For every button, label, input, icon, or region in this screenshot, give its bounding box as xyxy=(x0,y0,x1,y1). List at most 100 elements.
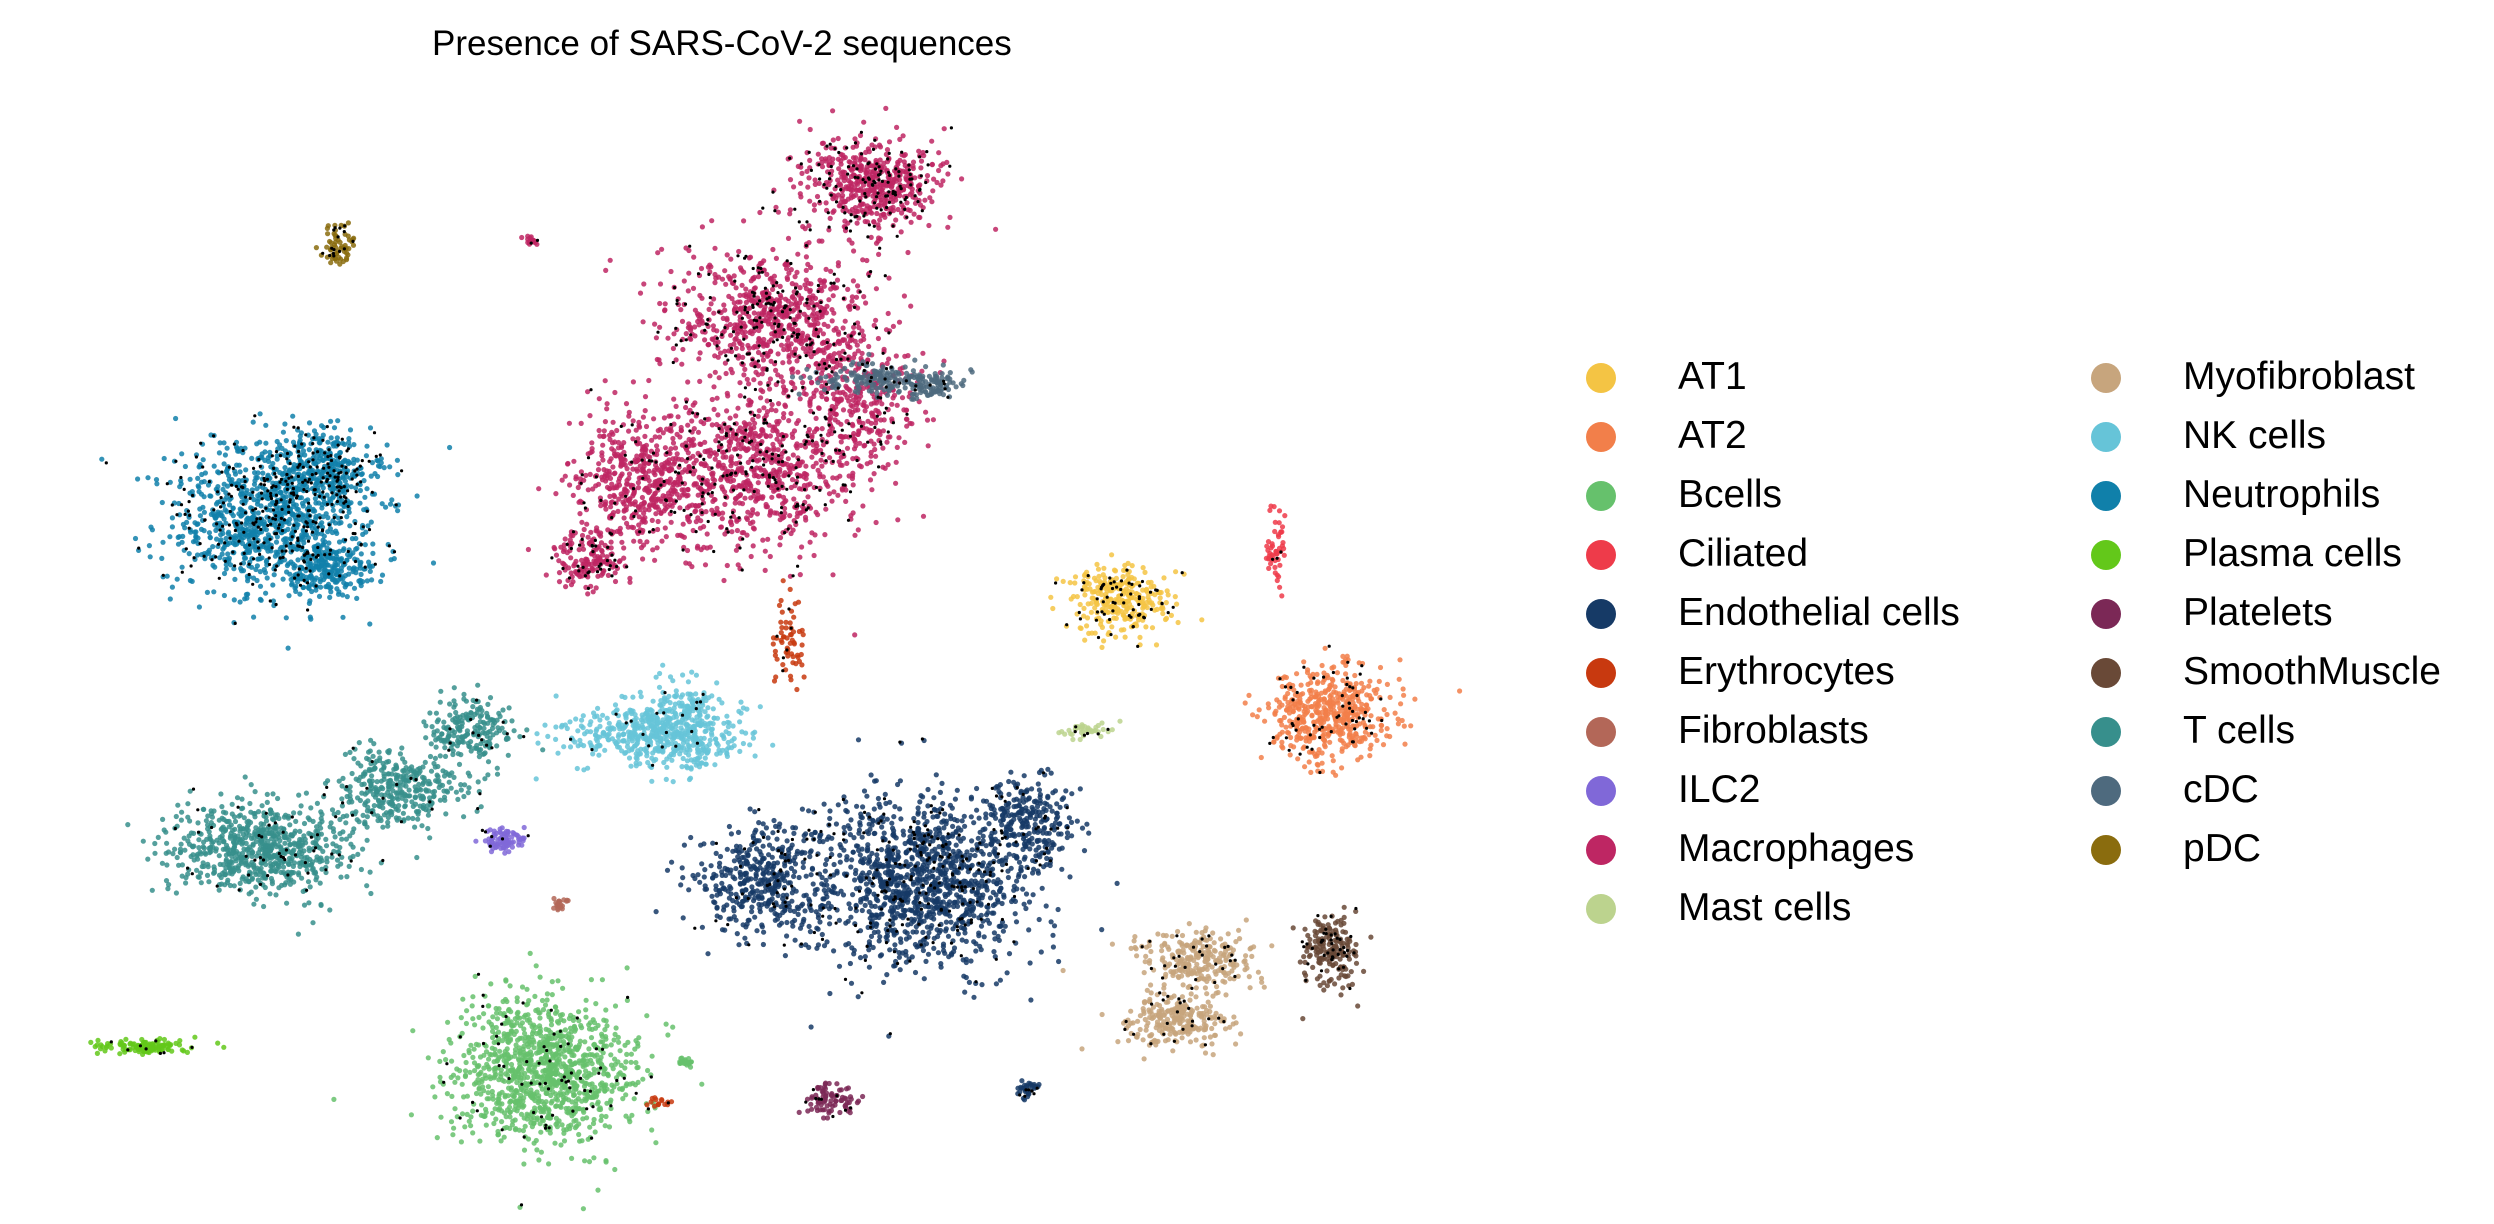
cell-point xyxy=(839,486,845,492)
cell-point xyxy=(782,505,788,512)
cell-point xyxy=(326,540,332,546)
cell-point xyxy=(775,318,781,324)
cell-point xyxy=(636,514,642,520)
cell-point xyxy=(830,293,836,299)
cell-point xyxy=(788,301,795,307)
cell-point xyxy=(861,167,868,173)
cell-point xyxy=(664,504,671,510)
cell-point xyxy=(749,430,755,436)
cell-point xyxy=(896,371,902,377)
cell-point xyxy=(609,481,615,487)
cell-point xyxy=(750,543,756,549)
cell-point xyxy=(809,300,815,306)
cell-point xyxy=(242,555,249,561)
cell-point xyxy=(179,539,185,545)
cell-point xyxy=(890,323,897,329)
cell-point xyxy=(808,408,814,414)
cell-point xyxy=(807,126,813,133)
cell-point xyxy=(583,472,589,478)
cell-point xyxy=(755,441,761,447)
cell-point xyxy=(641,542,647,548)
cell-point xyxy=(756,408,762,414)
cell-point xyxy=(849,337,855,343)
cell-point xyxy=(534,241,540,247)
cell-point xyxy=(788,410,794,417)
cell-point xyxy=(645,474,651,480)
cell-point xyxy=(658,477,664,483)
cell-point xyxy=(861,182,867,188)
cell-point xyxy=(785,456,791,462)
cell-point xyxy=(340,474,346,480)
cell-point xyxy=(608,500,614,506)
cell-point xyxy=(334,435,340,441)
cell-point xyxy=(743,447,750,454)
cell-point xyxy=(726,439,732,445)
cell-point xyxy=(737,492,744,498)
cell-point xyxy=(835,419,841,425)
cell-point xyxy=(383,504,389,510)
cell-point xyxy=(905,207,911,213)
cell-point xyxy=(195,820,201,826)
cell-point xyxy=(196,837,202,843)
cell-point xyxy=(335,577,341,583)
cell-point xyxy=(791,496,797,502)
cell-point xyxy=(612,578,619,585)
cell-point xyxy=(864,257,870,264)
cell-point xyxy=(704,545,710,551)
cell-point xyxy=(800,224,806,230)
cell-point xyxy=(880,182,886,188)
cell-point xyxy=(842,218,848,224)
cell-point xyxy=(885,462,891,468)
cell-point xyxy=(726,274,732,280)
cell-point xyxy=(369,577,375,583)
cell-point xyxy=(249,455,255,461)
cell-point xyxy=(741,372,747,378)
cell-point xyxy=(858,201,864,207)
cell-point xyxy=(860,257,866,263)
cell-point xyxy=(722,465,728,471)
cell-point xyxy=(686,436,692,443)
cell-point xyxy=(755,349,762,356)
cell-point xyxy=(598,540,605,546)
cell-point xyxy=(860,402,866,408)
cell-point xyxy=(762,567,768,574)
cell-point xyxy=(751,310,757,316)
cell-point xyxy=(641,452,647,458)
cell-point xyxy=(576,499,582,505)
cell-point xyxy=(958,381,964,387)
cell-point xyxy=(169,584,175,590)
cell-point xyxy=(805,261,811,267)
cell-point xyxy=(790,293,796,300)
cell-point xyxy=(237,599,243,605)
cell-point xyxy=(856,396,862,402)
cell-point xyxy=(741,420,747,426)
cell-point xyxy=(836,340,843,347)
cell-point xyxy=(630,525,637,531)
cell-point xyxy=(697,350,703,356)
cell-point xyxy=(770,324,776,330)
cell-point xyxy=(654,443,660,449)
cell-point xyxy=(884,439,890,445)
cell-point xyxy=(169,524,175,530)
cell-point xyxy=(618,443,625,449)
cell-point xyxy=(947,370,953,376)
cell-point xyxy=(761,258,767,264)
cell-point xyxy=(270,460,276,467)
cell-point xyxy=(306,585,312,592)
cell-point xyxy=(690,527,696,534)
cell-point xyxy=(286,593,292,599)
cell-point xyxy=(837,390,843,396)
cell-point xyxy=(273,539,280,545)
cell-point xyxy=(553,491,559,497)
cell-point xyxy=(279,445,285,451)
cell-point xyxy=(795,251,801,257)
cell-point xyxy=(344,874,350,880)
cell-point xyxy=(800,380,806,386)
cell-point xyxy=(782,510,788,516)
cell-point xyxy=(712,245,718,251)
cell-point xyxy=(809,454,815,460)
cell-point xyxy=(678,428,684,434)
cell-point xyxy=(186,833,192,839)
cell-point xyxy=(715,462,722,468)
cell-point xyxy=(568,582,575,588)
